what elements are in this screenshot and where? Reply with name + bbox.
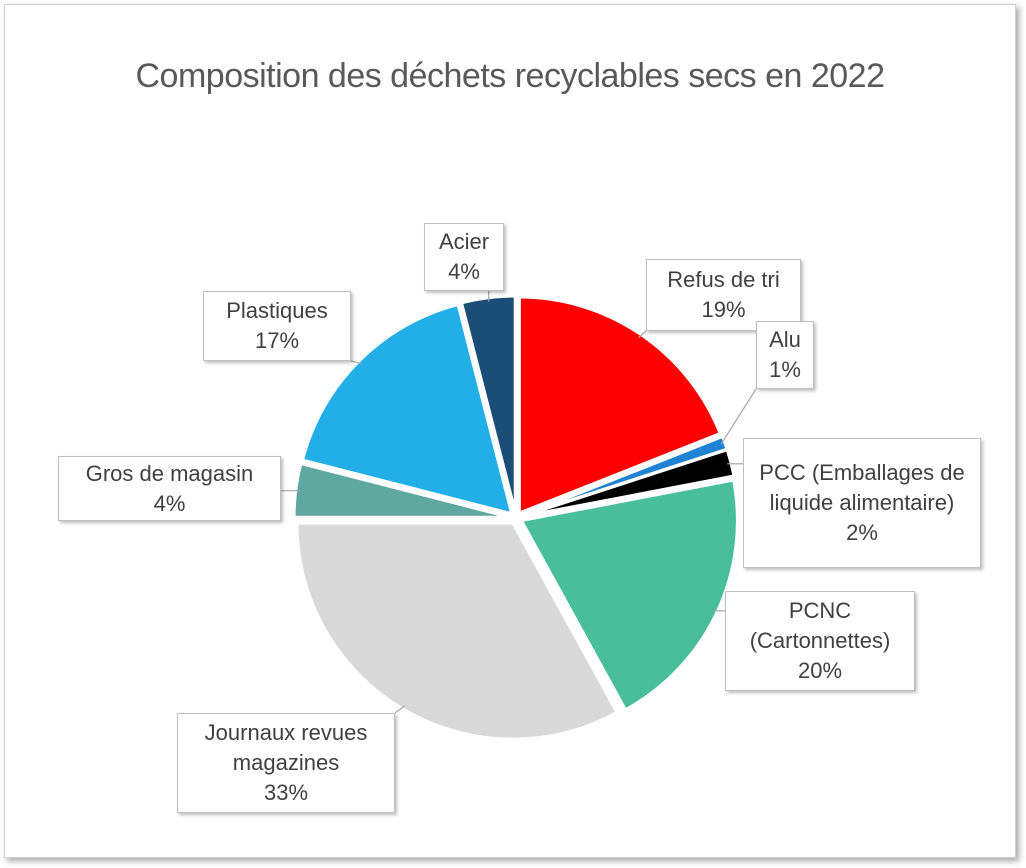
data-label: PCNC (Cartonnettes) 20% xyxy=(725,591,915,691)
pie-slice xyxy=(519,478,739,712)
value-label: 19% xyxy=(701,297,746,322)
data-label: Alu 1% xyxy=(756,321,814,389)
leader-line xyxy=(720,388,757,445)
leader-line xyxy=(394,705,406,714)
pie-slice xyxy=(517,295,723,516)
data-label: Refus de tri 19% xyxy=(646,259,801,331)
category-name: Journaux revues magazines xyxy=(204,720,368,775)
chart: Composition des déchets recyclables secs… xyxy=(4,4,1016,858)
category-name: PCNC (Cartonnettes) xyxy=(749,598,891,653)
pie-area xyxy=(281,291,757,741)
value-label: 4% xyxy=(153,490,186,516)
data-label: PCC (Emballages de liquide alimentaire) 2… xyxy=(743,438,981,568)
value-label: 17% xyxy=(254,328,300,353)
category-name: PCC (Emballages de liquide alimentaire) xyxy=(759,460,965,515)
value-label: 2% xyxy=(846,520,878,545)
category-name: Acier xyxy=(438,229,490,254)
data-label: Plastiques 17% xyxy=(203,291,351,361)
category-name: Alu xyxy=(769,327,801,352)
category-name: Refus de tri xyxy=(667,267,780,292)
data-label: Gros de magasin 4% xyxy=(58,456,281,521)
pie-slice xyxy=(295,521,620,741)
chart-title: Composition des déchets recyclables secs… xyxy=(135,57,886,95)
pie-slice xyxy=(300,302,514,516)
pie-slice xyxy=(521,447,736,518)
category-name: Plastiques xyxy=(226,298,328,323)
leader-line xyxy=(350,360,363,365)
leader-line xyxy=(638,330,647,339)
data-label: Acier 4% xyxy=(424,223,504,291)
value-label: 4% xyxy=(448,259,480,284)
category-name: Gros de magasin xyxy=(85,460,254,486)
value-label: 20% xyxy=(797,658,843,683)
value-label: 33% xyxy=(263,780,309,805)
data-label: Journaux revues magazines 33% xyxy=(177,713,395,813)
value-label: 1% xyxy=(769,357,801,382)
